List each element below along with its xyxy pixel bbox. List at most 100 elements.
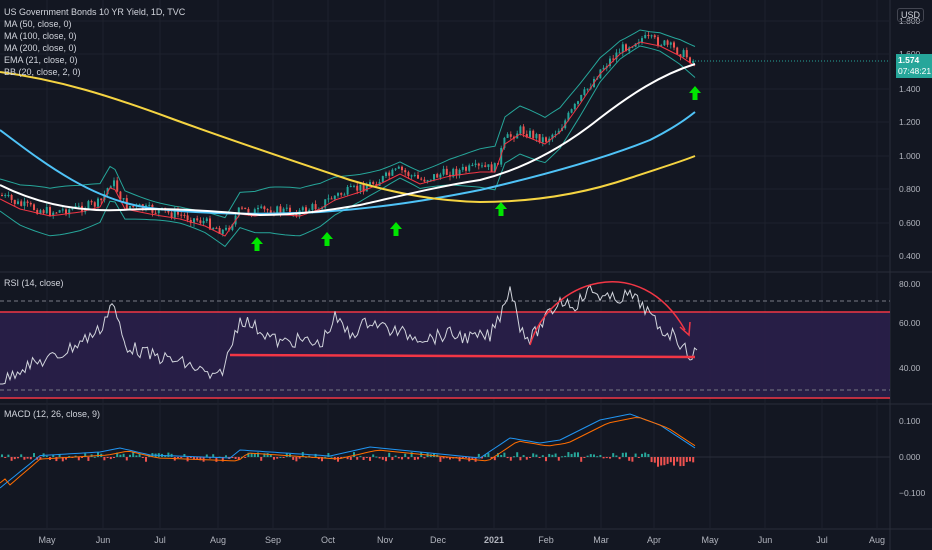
macd-histogram-bar [279, 456, 282, 458]
rsi-support-line [229, 353, 696, 359]
macd-histogram-bar [52, 454, 55, 457]
price-candle [269, 210, 272, 214]
macd-histogram-bar [39, 457, 42, 460]
macd-histogram-bar [266, 453, 269, 457]
symbol-title[interactable]: US Government Bonds 10 YR Yield, 1D, TVC [4, 7, 186, 17]
macd-histogram-bar [516, 452, 519, 457]
price-candle [388, 172, 391, 176]
price-candle [314, 204, 317, 210]
macd-histogram-bar [269, 454, 272, 457]
price-candle [647, 34, 650, 37]
macd-histogram-bar [77, 457, 80, 461]
price-candle [109, 186, 112, 189]
macd-histogram-bar [260, 457, 263, 461]
price-candle [247, 208, 250, 214]
price-candle [541, 137, 544, 143]
price-candle [573, 103, 576, 110]
macd-histogram-bar [362, 457, 365, 460]
ma50-line [0, 63, 696, 217]
price-candle [669, 42, 672, 45]
price-candle [650, 35, 653, 37]
macd-histogram-bar [653, 457, 656, 463]
macd-legend[interactable]: MACD (12, 26, close, 9) [4, 408, 100, 420]
macd-histogram-bar [106, 457, 109, 458]
indicator-ma200[interactable]: MA (200, close, 0) [4, 43, 77, 53]
macd-histogram-bar [612, 453, 615, 457]
macd-histogram-bar [388, 452, 391, 457]
price-candle [401, 166, 403, 171]
chart-legend: US Government Bonds 10 YR Yield, 1D, TVC… [4, 6, 185, 78]
price-candle [225, 227, 227, 230]
price-tick-label: 1.400 [899, 84, 921, 94]
time-axis-label: Jun [758, 535, 773, 545]
macd-histogram-bar [122, 453, 125, 457]
price-candle [487, 164, 490, 167]
price-candle [58, 210, 61, 213]
price-candle [308, 209, 311, 213]
macd-histogram-bar [282, 457, 285, 458]
macd-histogram-bar [593, 454, 595, 457]
macd-histogram-bar [196, 457, 199, 460]
macd-line [0, 413, 696, 489]
indicator-ema21[interactable]: EMA (21, close, 0) [4, 55, 78, 65]
currency-badge[interactable]: USD [896, 8, 924, 22]
macd-histogram-bar [183, 454, 186, 457]
macd-histogram-bar [407, 457, 410, 460]
price-candle [577, 101, 579, 104]
macd-histogram-bar [621, 452, 624, 457]
macd-histogram-bar [461, 457, 464, 458]
time-axis-label: Jul [816, 535, 828, 545]
macd-histogram-bar [119, 454, 122, 457]
price-candle [17, 201, 19, 204]
price-candle [532, 130, 535, 139]
last-price-badge: 1.574 07:48:21 [896, 54, 932, 78]
macd-histogram-bar [442, 457, 445, 459]
macd-histogram-bar [513, 456, 515, 458]
price-candle [465, 166, 467, 171]
price-candle [628, 47, 631, 52]
price-candle [477, 163, 480, 166]
price-candle [436, 174, 439, 178]
macd-histogram-bar [673, 457, 675, 466]
price-candle [71, 208, 74, 210]
price-candle [177, 210, 179, 215]
price-candle [154, 212, 157, 214]
time-axis-label: May [38, 535, 56, 545]
price-candle [237, 207, 240, 216]
macd-histogram-bar [250, 453, 253, 457]
price-candle [394, 168, 397, 170]
macd-histogram-bar [663, 457, 666, 466]
macd-histogram-bar [404, 453, 407, 457]
price-candle [167, 210, 170, 213]
price-candle [458, 169, 461, 176]
macd-histogram-bar [276, 457, 279, 459]
price-candle [39, 210, 42, 214]
price-candle [349, 185, 352, 187]
price-candle [583, 89, 586, 95]
price-candle [567, 112, 570, 121]
rsi-legend[interactable]: RSI (14, close) [4, 277, 64, 289]
macd-histogram-bar [365, 457, 368, 458]
indicator-ma100[interactable]: MA (100, close, 0) [4, 31, 77, 41]
indicator-ma50[interactable]: MA (50, close, 0) [4, 19, 72, 29]
up-arrow-icon [495, 202, 507, 216]
macd-histogram-bar [253, 453, 256, 457]
macd-histogram-bar [93, 456, 96, 458]
price-candle [87, 201, 90, 210]
macd-histogram-bar [618, 457, 621, 460]
price-tick-label: 0.800 [899, 184, 921, 194]
macd-histogram-bar [490, 457, 493, 459]
macd-histogram-bar [257, 452, 259, 457]
indicator-bb[interactable]: BB (20, close, 2, 0) [4, 67, 81, 77]
rsi-arc-annotation [529, 281, 686, 346]
price-candle [490, 164, 493, 172]
price-candle [4, 195, 7, 197]
macd-histogram-bar [353, 452, 355, 457]
macd-histogram-bar [346, 457, 349, 460]
macd-histogram-bar [308, 455, 311, 457]
price-candle [77, 205, 80, 207]
price-candle [410, 175, 413, 177]
macd-histogram-bar [180, 457, 183, 458]
price-candle [289, 207, 291, 215]
